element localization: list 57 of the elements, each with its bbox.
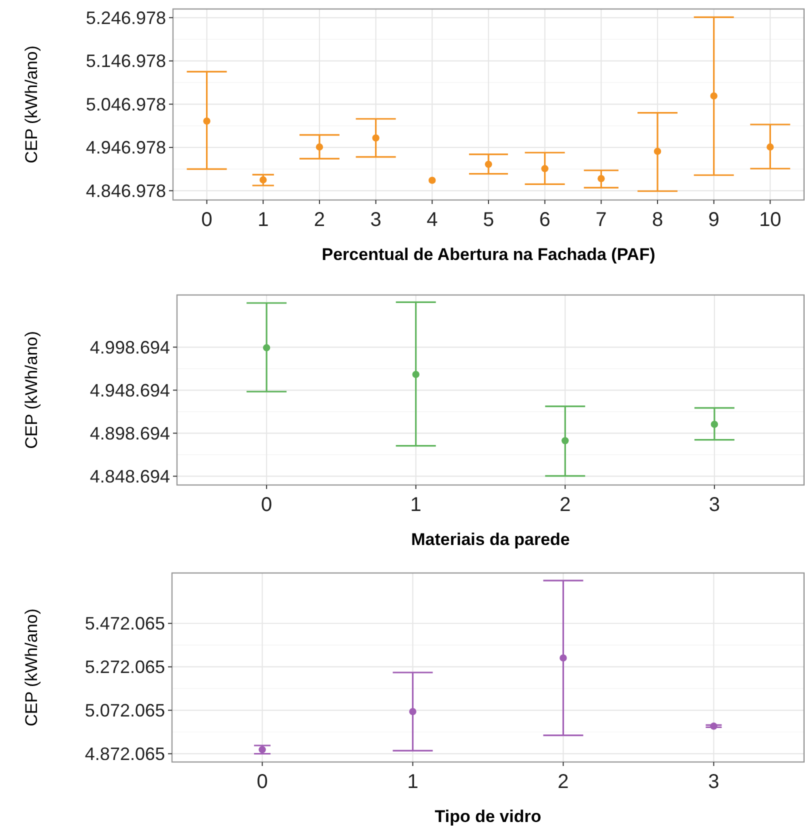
- y-tick-label: 5.046.978: [86, 94, 166, 114]
- y-axis-title: CEP (kWh/ano): [22, 608, 41, 726]
- point: [260, 176, 267, 184]
- point: [316, 143, 324, 151]
- x-tick-label: 9: [708, 209, 720, 231]
- x-tick-label: 2: [314, 209, 326, 231]
- point: [484, 160, 492, 168]
- x-axis-title: Percentual de Abertura na Fachada (PAF): [322, 245, 656, 264]
- y-axis-title: CEP (kWh/ano): [22, 46, 41, 164]
- x-tick-label: 10: [759, 209, 782, 231]
- y-tick-label: 5.072.065: [84, 700, 165, 721]
- x-tick-label: 0: [256, 771, 268, 793]
- x-tick-label: 0: [261, 494, 272, 516]
- x-tick-label: 3: [708, 494, 720, 516]
- point: [412, 370, 420, 378]
- y-tick-label: 5.272.065: [84, 657, 165, 678]
- point: [710, 92, 718, 100]
- point: [541, 165, 548, 172]
- point: [654, 148, 662, 155]
- y-tick-label: 4.848.694: [90, 466, 170, 487]
- x-tick-label: 8: [652, 209, 664, 231]
- x-tick-label: 2: [560, 494, 571, 516]
- y-tick-label: 4.898.694: [90, 424, 170, 444]
- y-axis-title: CEP (kWh/ano): [22, 331, 41, 449]
- point: [428, 176, 436, 184]
- point: [203, 117, 210, 125]
- point: [766, 143, 774, 151]
- x-tick-label: 1: [410, 494, 422, 516]
- point: [262, 344, 270, 352]
- y-tick-label: 4.948.694: [90, 380, 170, 400]
- y-tick-label: 5.246.978: [86, 8, 166, 28]
- x-tick-label: 2: [558, 771, 569, 793]
- point: [710, 420, 718, 428]
- point: [372, 134, 380, 142]
- y-tick-label: 4.946.978: [86, 138, 166, 158]
- y-tick-label: 4.998.694: [90, 337, 170, 358]
- x-tick-label: 3: [708, 771, 720, 793]
- y-tick-label: 5.146.978: [86, 51, 166, 72]
- x-axis-title: Materiais da parede: [411, 530, 570, 549]
- point: [562, 437, 569, 444]
- point: [258, 746, 266, 754]
- point: [560, 654, 567, 662]
- x-tick-label: 6: [539, 209, 550, 231]
- x-tick-label: 1: [258, 209, 269, 231]
- x-tick-label: 7: [596, 209, 607, 231]
- point: [409, 708, 416, 716]
- x-tick-label: 3: [370, 209, 382, 231]
- point: [598, 174, 605, 182]
- x-tick-label: 0: [201, 209, 212, 231]
- x-tick-label: 5: [482, 209, 494, 231]
- x-tick-label: 1: [407, 771, 418, 793]
- y-tick-label: 4.846.978: [86, 181, 166, 202]
- y-tick-label: 4.872.065: [84, 744, 165, 764]
- point: [710, 722, 718, 730]
- x-tick-label: 4: [426, 209, 438, 231]
- y-tick-label: 5.472.065: [84, 614, 165, 634]
- x-axis-title: Tipo de vidro: [434, 807, 542, 826]
